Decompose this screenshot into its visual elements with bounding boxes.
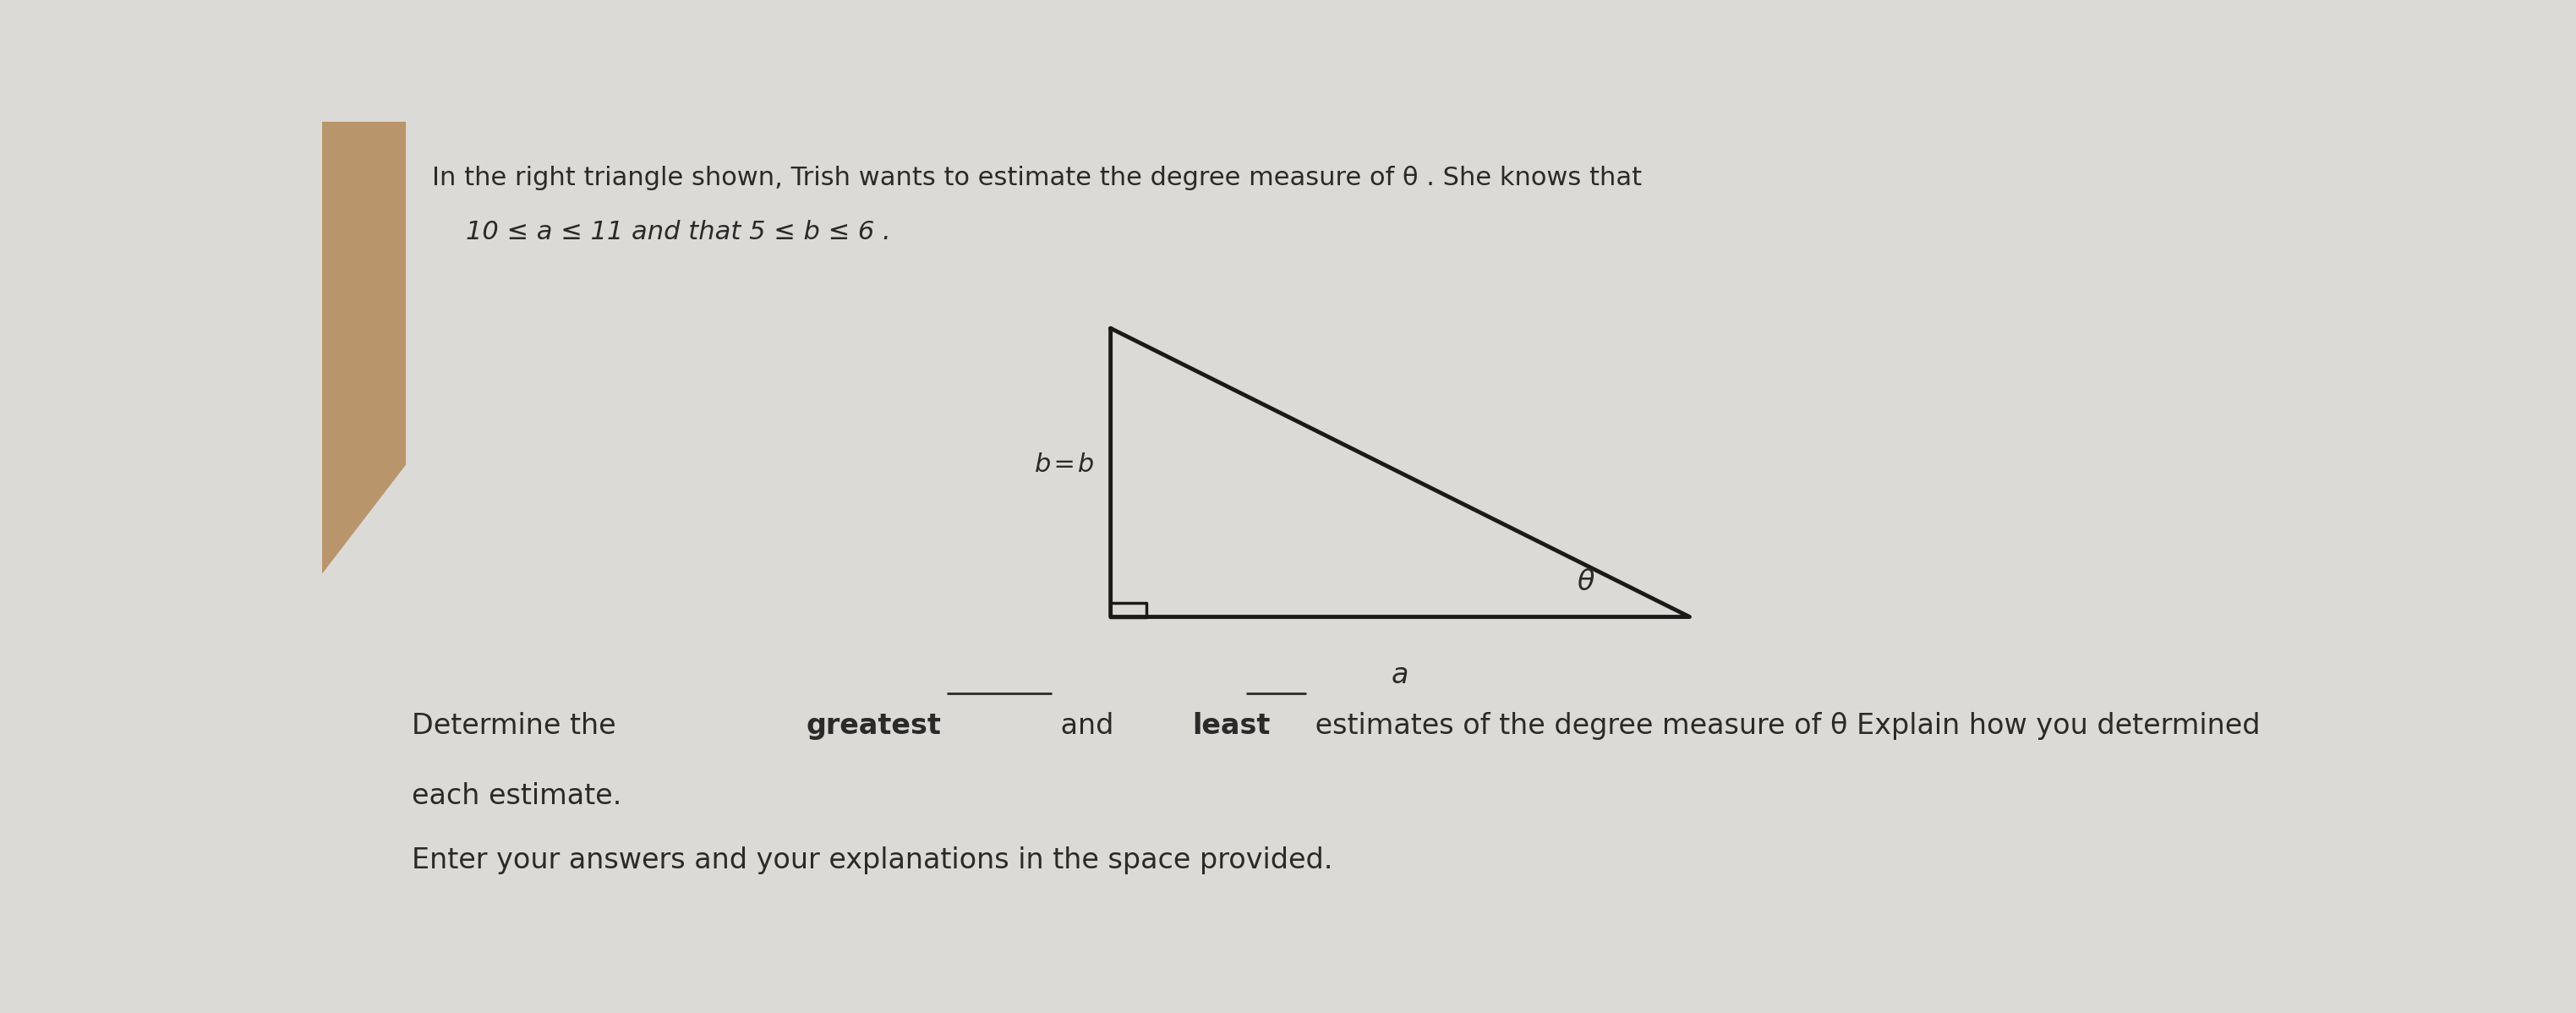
Text: least: least <box>1193 712 1270 739</box>
Text: In the right triangle shown, Trish wants to estimate the degree measure of θ . S: In the right triangle shown, Trish wants… <box>433 165 1641 190</box>
Text: b = b: b = b <box>1036 453 1095 477</box>
Text: estimates of the degree measure of θ Explain how you determined: estimates of the degree measure of θ Exp… <box>1306 712 2262 739</box>
Text: and: and <box>1051 712 1123 739</box>
Text: Enter your answers and your explanations in the space provided.: Enter your answers and your explanations… <box>412 847 1332 875</box>
Text: a: a <box>1391 661 1409 689</box>
Text: each estimate.: each estimate. <box>412 782 621 810</box>
Text: 10 ≤ a ≤ 11 and that 5 ≤ b ≤ 6 .: 10 ≤ a ≤ 11 and that 5 ≤ b ≤ 6 . <box>466 220 891 244</box>
Text: θ: θ <box>1577 568 1595 597</box>
Text: greatest: greatest <box>806 712 943 739</box>
Polygon shape <box>322 122 407 574</box>
Text: Determine the: Determine the <box>412 712 626 739</box>
